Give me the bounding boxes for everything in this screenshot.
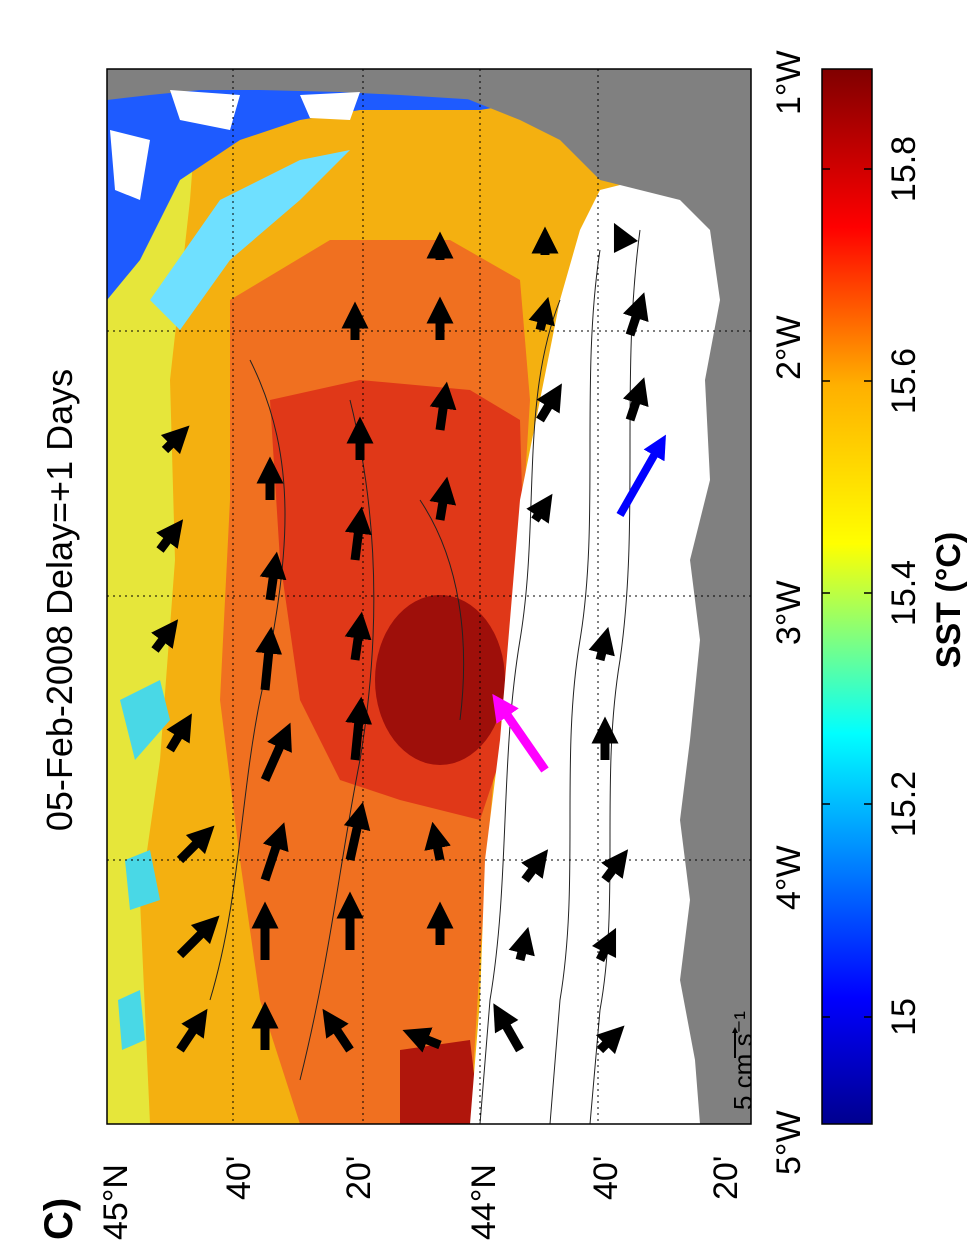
land-france <box>107 69 600 110</box>
lon-tick-label: 4°W <box>770 845 808 910</box>
map-frame <box>106 68 752 1125</box>
graticule <box>107 69 751 1124</box>
current-vector-arrow <box>176 915 220 959</box>
current-vector-arrow <box>528 296 555 332</box>
lat-tick-label: 40' <box>220 1156 258 1200</box>
current-vector-arrow <box>508 926 535 962</box>
highlight-arrow-magenta <box>492 693 549 773</box>
current-vector-arrow <box>402 1027 442 1053</box>
lat-tick-label: 40' <box>587 1156 625 1200</box>
current-vector-arrow <box>160 425 190 455</box>
scale-arrow-label: 5 cm s⁻¹ <box>728 1011 758 1110</box>
current-vector-arrow <box>591 927 617 963</box>
current-vector-arrow <box>322 1008 354 1053</box>
colorbar: 15 15.2 15.4 15.6 15.8 SST (°C) <box>821 68 968 1125</box>
current-vector-arrow <box>424 821 451 861</box>
colorbar-tick-label: 15.6 <box>885 348 923 414</box>
sst-warm-eddy <box>375 595 505 765</box>
highlight-arrow-blue <box>616 434 666 517</box>
current-vector-arrow <box>595 1025 625 1055</box>
current-vector-arrow <box>344 611 372 661</box>
current-vector-arrow <box>176 1008 208 1053</box>
current-vector-arrow <box>260 722 292 782</box>
lon-tick-label: 2°W <box>770 315 808 380</box>
colorbar-tick-label: 15 <box>885 998 923 1036</box>
current-vector-arrow <box>526 493 553 524</box>
current-vector-arrow <box>151 619 179 653</box>
lat-tick-label: 20' <box>340 1156 378 1200</box>
lat-tick-label: 20' <box>707 1156 745 1200</box>
current-vector-arrow <box>156 519 184 553</box>
colorbar-tick-label: 15.2 <box>885 771 923 837</box>
current-vector-arrow <box>622 377 649 422</box>
current-vector-arrow <box>166 713 192 753</box>
lon-tick-label: 3°W <box>770 580 808 645</box>
current-vector-arrow <box>588 626 615 662</box>
current-vector-arrow <box>536 383 562 423</box>
sst-dark-southwest <box>400 1040 480 1124</box>
current-vector-arrow <box>429 476 457 521</box>
colorbar-tick-label: 15.4 <box>885 560 923 626</box>
panel-label: C) <box>37 1198 81 1240</box>
lon-tick-label: 5°W <box>770 1110 808 1175</box>
current-vector-arrow <box>601 849 629 883</box>
sst-cyan-east <box>150 150 350 330</box>
current-vector-arrow <box>343 801 371 861</box>
lon-tick-label: 1°W <box>770 50 808 115</box>
colorbar-tick-label: 15.8 <box>885 136 923 202</box>
sst-cyan-streaks <box>118 680 170 1050</box>
current-vectors <box>151 222 649 1055</box>
lat-tick-label: 45°N <box>97 1164 135 1240</box>
lat-tick-label: 44°N <box>465 1164 503 1240</box>
current-vector-arrow <box>344 506 372 561</box>
land-spain <box>400 69 751 1124</box>
current-vector-arrow <box>613 222 639 254</box>
colorbar-label: SST (°C) <box>930 532 968 668</box>
colorbar-ticks <box>822 168 872 1018</box>
current-vector-arrow <box>260 822 289 882</box>
latitude-axis: 45°N 40' 20' 44°N 40' 20' <box>97 1156 745 1240</box>
current-vector-arrow <box>493 1003 524 1053</box>
current-vector-arrow <box>521 849 549 883</box>
white-patches-north <box>110 90 360 200</box>
current-vector-arrow <box>622 292 649 337</box>
current-vector-arrow <box>176 825 215 864</box>
current-vector-arrow <box>255 626 283 691</box>
current-vector-arrow <box>259 551 287 601</box>
map-title: 05-Feb-2008 Delay=+1 Days <box>39 369 80 831</box>
colorbar-gradient <box>821 68 873 1125</box>
current-vector-arrow <box>429 381 457 431</box>
longitude-axis: 5°W 4°W 3°W 2°W 1°W <box>770 50 808 1175</box>
sst-map: 5 cm s⁻¹ <box>107 69 758 1124</box>
current-vector-arrow <box>345 696 373 761</box>
